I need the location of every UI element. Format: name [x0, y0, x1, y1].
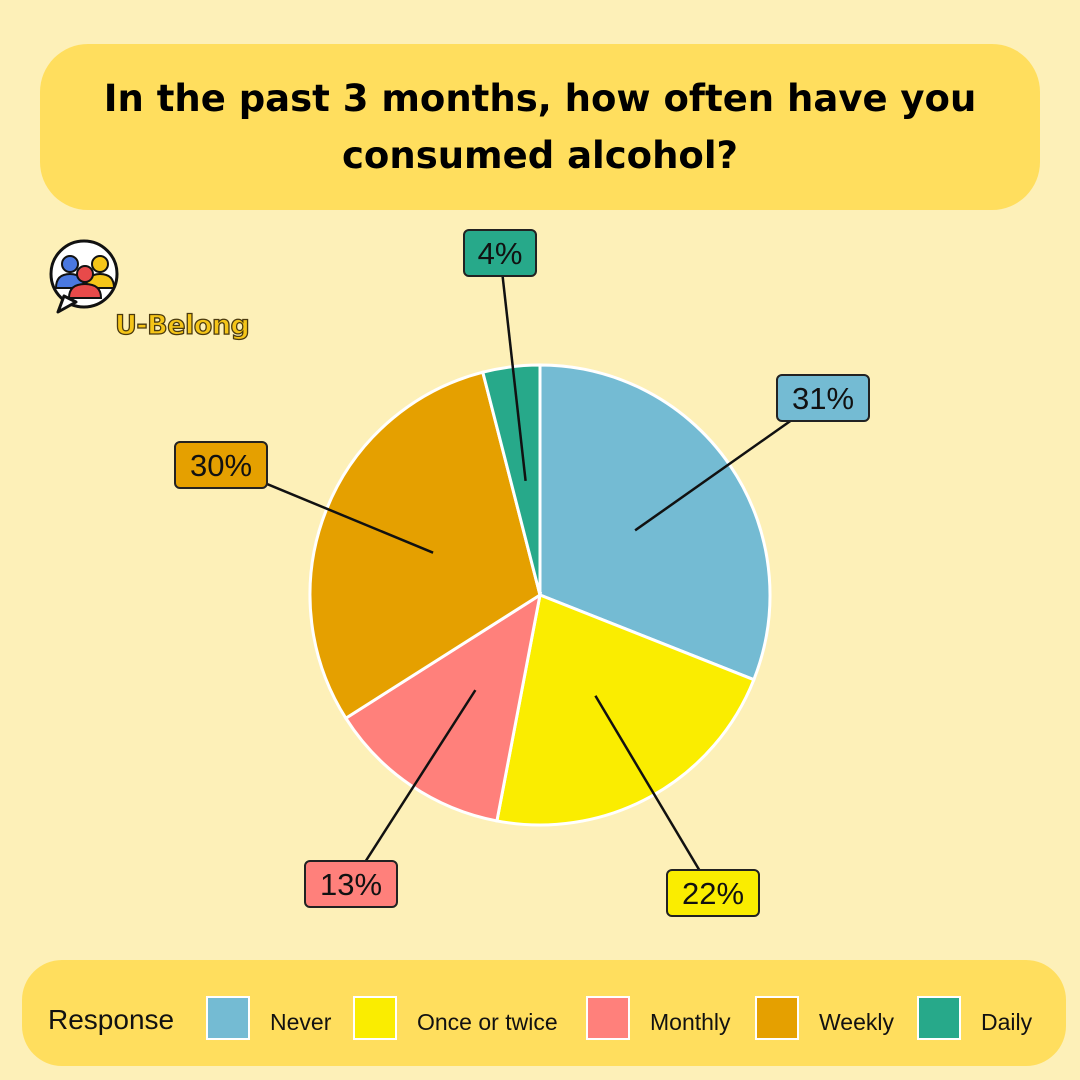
pie-chart: 31% 22% 13% 30% 4% [174, 229, 870, 917]
title-banner: In the past 3 months, how often have you… [40, 44, 1040, 210]
data-label-text: 13% [320, 867, 382, 902]
label-leader-line [349, 689, 477, 885]
pie-slice-once-or-twice [495, 592, 756, 827]
data-label: 4% [463, 229, 537, 277]
label-leader-line [594, 695, 715, 894]
legend-label: Weekly [819, 1009, 894, 1035]
legend-swatch [206, 996, 250, 1040]
legend-swatch [586, 996, 630, 1040]
data-label-text: 30% [190, 448, 252, 483]
legend-swatch [353, 996, 397, 1040]
data-label-box [463, 229, 537, 277]
data-label-text: 22% [682, 876, 744, 911]
data-label-box [666, 869, 760, 917]
logo-wordmark: U-Belong [114, 309, 250, 341]
data-label-box [776, 374, 870, 422]
legend-label: Monthly [650, 1009, 731, 1035]
data-label-text: 31% [792, 381, 854, 416]
pie-slice-monthly [343, 591, 543, 823]
chart-title: In the past 3 months, how often have you… [103, 77, 977, 177]
legend: Response Never Once or twice Monthly Wee… [22, 960, 1066, 1066]
pie-slice-daily [480, 363, 542, 596]
data-label: 22% [666, 869, 760, 917]
people-group-icon [49, 239, 119, 314]
legend-swatch [917, 996, 961, 1040]
legend-label: Never [270, 1009, 332, 1035]
pie-slice-never [538, 363, 772, 682]
data-label: 13% [304, 860, 398, 908]
pie-slice-weekly [308, 370, 542, 721]
legend-title: Response [48, 1004, 175, 1035]
legend-swatch [755, 996, 799, 1040]
data-label-box [304, 860, 398, 908]
legend-label: Once or twice [417, 1009, 558, 1035]
data-label: 31% [776, 374, 870, 422]
legend-label: Daily [981, 1009, 1033, 1035]
data-label-box [174, 441, 268, 489]
label-leader-line [498, 252, 527, 482]
data-label: 30% [174, 441, 268, 489]
data-label-text: 4% [478, 236, 523, 271]
